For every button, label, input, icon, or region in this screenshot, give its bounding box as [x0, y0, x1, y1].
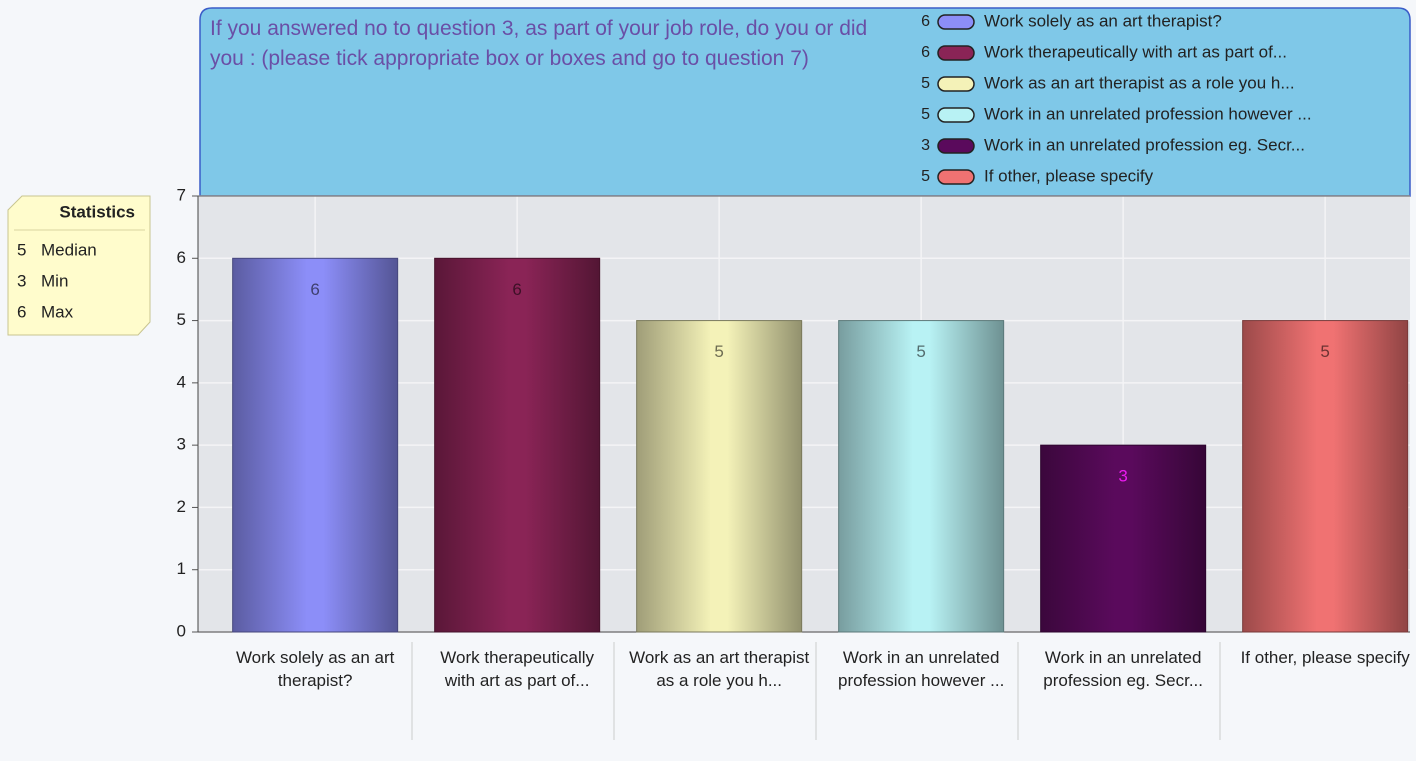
x-tick-label: Work solely as an art therapist?	[235, 648, 395, 690]
statistics-value: 5	[17, 240, 26, 259]
legend-label: Work as an art therapist as a role you h…	[984, 73, 1295, 92]
statistics-value: 6	[17, 302, 26, 321]
legend-label: If other, please specify	[984, 166, 1154, 185]
statistics-label: Median	[41, 240, 97, 259]
bar	[838, 320, 1005, 633]
y-tick-label: 1	[177, 559, 186, 578]
legend-swatch	[937, 45, 975, 61]
x-tick-label: Work in an unrelated profession however …	[838, 648, 1005, 690]
legend-swatch	[937, 107, 975, 123]
statistics-value: 3	[17, 271, 26, 290]
x-tick-label: Work therapeutically with art as part of…	[440, 648, 594, 690]
y-tick-label: 0	[177, 621, 186, 640]
bar-value-label: 6	[512, 280, 521, 299]
bar-value-label: 5	[916, 342, 925, 361]
bar-value-label: 5	[1320, 342, 1329, 361]
statistics-box	[7, 195, 151, 336]
statistics-label: Max	[41, 302, 74, 321]
legend-swatch	[937, 138, 975, 154]
legend-value: 3	[921, 137, 930, 154]
legend-label: Work in an unrelated profession eg. Secr…	[984, 135, 1305, 154]
bar-value-label: 5	[714, 342, 723, 361]
legend-value: 5	[921, 106, 930, 123]
title-panel	[199, 7, 1411, 197]
legend-label: Work in an unrelated profession however …	[984, 104, 1312, 123]
legend-swatch	[937, 169, 975, 185]
statistics-title: Statistics	[59, 202, 135, 221]
bar	[1242, 320, 1409, 633]
legend-label: Work therapeutically with art as part of…	[984, 42, 1287, 61]
bar	[1040, 444, 1207, 633]
legend-value: 5	[921, 75, 930, 92]
plot-area	[198, 196, 1410, 632]
x-tick-label: Work in an unrelated profession eg. Secr…	[1043, 648, 1203, 690]
legend-value: 5	[921, 168, 930, 185]
y-tick-label: 2	[177, 497, 186, 516]
legend-label: Work solely as an art therapist?	[984, 11, 1222, 30]
legend-value: 6	[921, 13, 930, 30]
legend-swatch	[937, 76, 975, 92]
legend-swatch	[937, 14, 975, 30]
x-tick-label: If other, please specify	[1240, 648, 1410, 667]
chart-title: If you answered no to question 3, as par…	[210, 17, 868, 70]
y-tick-label: 7	[177, 185, 186, 204]
y-tick-label: 4	[177, 372, 186, 391]
legend-value: 6	[921, 44, 930, 61]
y-tick-label: 5	[177, 310, 186, 329]
y-tick-label: 3	[177, 435, 186, 454]
bar	[434, 257, 601, 633]
x-tick-label: Work as an art therapist as a role you h…	[629, 648, 810, 690]
bar-value-label: 6	[310, 280, 319, 299]
statistics-label: Min	[41, 271, 68, 290]
bar	[636, 320, 803, 633]
y-tick-label: 6	[177, 248, 186, 267]
bar	[232, 257, 399, 633]
bar-value-label: 3	[1118, 467, 1127, 486]
